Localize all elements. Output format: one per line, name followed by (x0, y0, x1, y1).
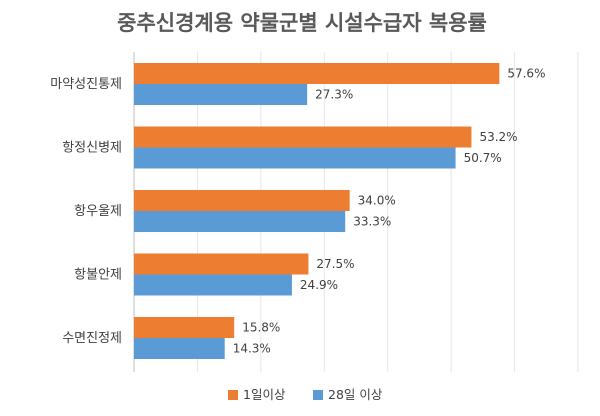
data-label: 24.9% (300, 278, 338, 292)
data-label: 33.3% (353, 215, 391, 229)
bar-series1 (134, 190, 350, 211)
bar-series1 (134, 126, 472, 148)
category-label: 항정신병제 (62, 141, 122, 156)
data-label: 53.2% (479, 130, 517, 144)
legend-swatch (228, 390, 238, 400)
data-label: 15.8% (242, 321, 280, 335)
legend-label: 28일 이상 (328, 387, 383, 402)
data-label: 14.3% (233, 342, 271, 356)
data-label: 27.3% (315, 88, 353, 102)
data-label: 27.5% (316, 257, 354, 271)
data-label: 57.6% (507, 67, 545, 81)
bar-series1 (134, 253, 309, 275)
bar-series2 (134, 84, 308, 105)
bar-series2 (134, 338, 225, 359)
bar-series2 (134, 147, 456, 169)
data-label: 34.0% (358, 194, 396, 208)
bar-series2 (134, 211, 346, 232)
data-label: 50.7% (464, 151, 502, 165)
data-labels: 57.6% 27.3% 53.2% 50.7% 34.0% 33.3% 27.5% 24.9%… (233, 67, 546, 356)
legend-swatch (313, 390, 323, 400)
category-label: 항불안제 (74, 268, 122, 283)
legend: 1일이상 28일 이상 (228, 387, 383, 402)
chart-title: 중추신경계용 약물군별 시설수급자 복용률 (117, 11, 487, 35)
category-label: 항우울제 (74, 204, 122, 219)
bar-series1 (134, 317, 235, 338)
category-label: 수면진정제 (62, 331, 122, 346)
bars (134, 63, 500, 359)
category-label: 마약성진통제 (50, 77, 122, 92)
bar-series2 (134, 274, 292, 296)
bar-series1 (134, 63, 500, 84)
legend-label: 1일이상 (243, 387, 286, 402)
